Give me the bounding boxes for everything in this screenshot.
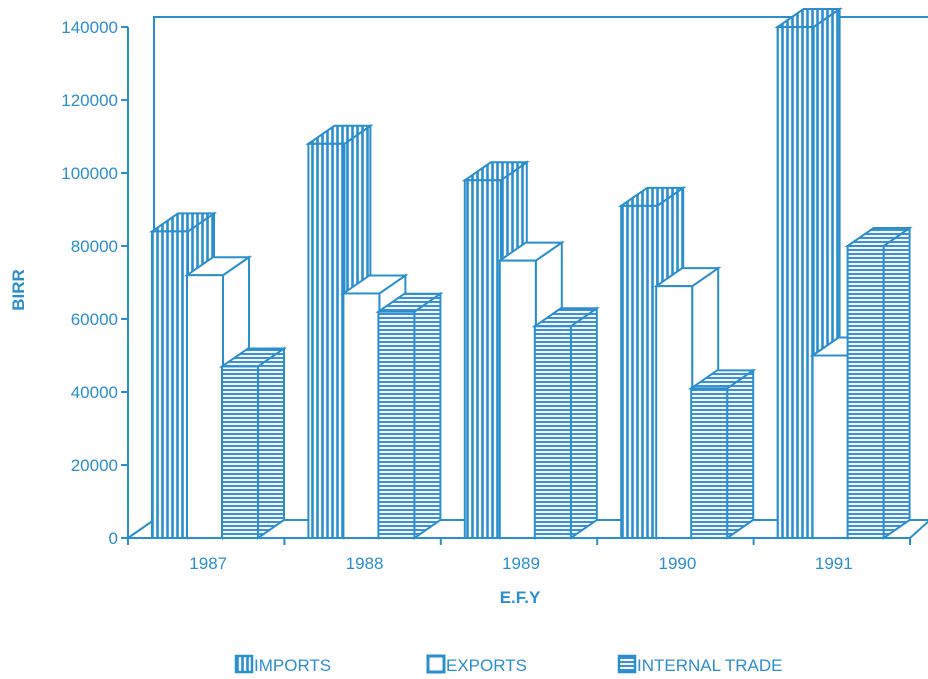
bar-internal-trade <box>687 368 757 540</box>
bar-front-face <box>307 142 346 540</box>
legend: IMPORTS EXPORTS INTERNAL TRADE <box>234 654 782 675</box>
legend-swatch-internal-trade <box>617 654 637 674</box>
bar-side-face <box>569 306 598 540</box>
bar-internal-trade <box>218 346 288 540</box>
legend-label-exports: EXPORTS <box>446 656 527 675</box>
bar-front-face <box>690 387 729 539</box>
x-tick-label: 1991 <box>815 554 853 573</box>
bar-side-face <box>257 346 285 540</box>
y-axis-title: BIRR <box>9 269 28 311</box>
bar-side-face <box>413 291 442 540</box>
y-tick-label: 20000 <box>71 456 118 475</box>
bar-front-face <box>620 204 659 539</box>
bar-front-face <box>221 365 259 540</box>
y-axis-ticks: 0 20000 40000 60000 80000 100000 120000 140000 <box>61 18 128 548</box>
bar-front-face <box>776 26 815 539</box>
bar-front-face <box>533 325 572 539</box>
legend-swatch-exports <box>426 654 446 674</box>
bar-front-face <box>151 230 189 539</box>
x-tick-label: 1987 <box>189 554 227 573</box>
y-tick-label: 80000 <box>71 237 118 256</box>
legend-label-imports: IMPORTS <box>254 656 331 675</box>
legend-item-imports: IMPORTS <box>234 654 331 675</box>
y-tick-label: 140000 <box>61 18 118 37</box>
y-tick-label: 60000 <box>71 310 118 329</box>
bar-internal-trade <box>844 226 913 540</box>
x-tick-label: 1990 <box>658 554 696 573</box>
bar-front-face <box>846 245 885 539</box>
y-tick-label: 40000 <box>71 383 118 402</box>
floor-left-edge <box>127 519 155 539</box>
legend-label-internal-trade: INTERNAL TRADE <box>637 656 782 675</box>
legend-item-exports: EXPORTS <box>426 654 527 675</box>
bar-front-face <box>463 179 502 540</box>
bar-side-face <box>882 226 911 540</box>
x-tick-label: 1988 <box>346 554 384 573</box>
bar-front-face <box>342 292 381 540</box>
y-tick-label: 100000 <box>61 164 118 183</box>
x-axis-title: E.F.Y <box>500 588 541 607</box>
x-axis-ticks: 1987 1988 1989 1990 1991 <box>127 538 911 573</box>
legend-item-internal-trade: INTERNAL TRADE <box>617 654 782 675</box>
y-tick-label: 0 <box>109 529 118 548</box>
legend-swatch-imports <box>234 654 254 674</box>
bar-internal-trade <box>531 306 601 540</box>
bars <box>148 7 913 540</box>
x-tick-label: 1989 <box>502 554 540 573</box>
y-tick-label: 120000 <box>61 91 118 110</box>
bar-side-face <box>726 368 755 540</box>
bar-front-face <box>811 354 850 539</box>
bar-front-face <box>377 310 416 540</box>
bar-front-face <box>655 285 694 539</box>
bar-internal-trade <box>375 291 444 540</box>
bar-front-face <box>498 259 537 539</box>
bar-front-face <box>186 274 224 539</box>
floor-right-edge <box>909 520 928 539</box>
